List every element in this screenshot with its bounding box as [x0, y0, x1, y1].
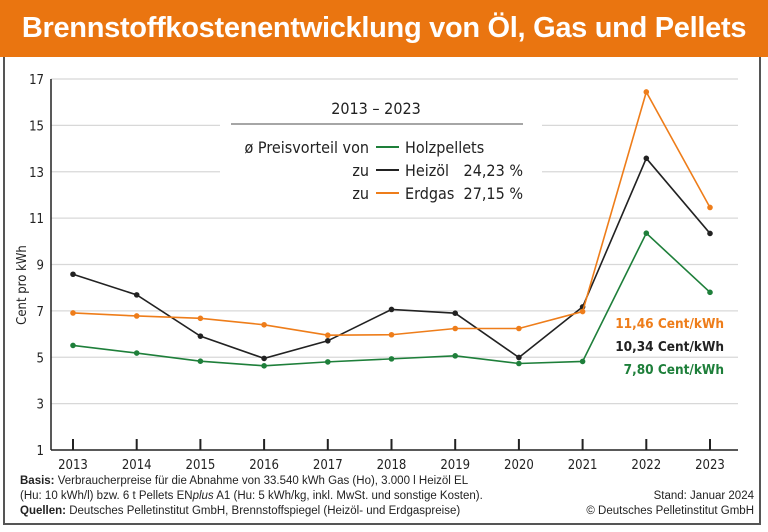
data-point-erdgas: [388, 331, 395, 338]
x-tick-label: 2014: [122, 458, 152, 473]
x-tick-label: 2013: [58, 458, 88, 473]
x-tick-label: 2020: [504, 458, 534, 473]
chart-frame: [3, 57, 761, 525]
data-point-heizöl: [133, 292, 140, 298]
data-point-erdgas: [70, 310, 76, 316]
legend-zu: zu: [352, 161, 369, 180]
x-tick-label: 2021: [568, 458, 598, 473]
data-point-holzpellets: [325, 359, 331, 365]
basis-text-2c: A1 (Hu: 5 kWh/kg, inkl. MwSt. und sonsti…: [213, 490, 483, 502]
data-point-holzpellets: [70, 342, 76, 349]
y-tick-label: 11: [29, 212, 44, 227]
data-point-holzpellets: [261, 363, 267, 369]
data-point-heizöl: [452, 310, 459, 316]
data-point-heizöl: [388, 306, 395, 313]
data-point-erdgas: [452, 325, 459, 332]
basis-label: Basis:: [20, 475, 55, 487]
legend-label: Holzpellets: [405, 138, 484, 157]
data-point-holzpellets: [516, 360, 522, 367]
legend-intro: ø Preisvorteil von: [245, 138, 369, 157]
data-point-erdgas: [643, 89, 650, 95]
x-tick-label: 2018: [377, 458, 407, 473]
y-tick-label: 5: [37, 351, 44, 366]
y-tick-label: 15: [29, 119, 44, 134]
data-point-heizöl: [516, 354, 522, 361]
legend-period: 2013 – 2023: [331, 99, 421, 118]
value-annotation: 7,80 Cent/kWh: [624, 362, 724, 378]
legend-value: 24,23 %: [464, 161, 523, 180]
y-tick-label: 13: [29, 166, 44, 181]
footer-right: Stand: Januar 2024 © Deutsches Pelletins…: [586, 489, 754, 519]
y-tick-label: 17: [29, 73, 44, 88]
legend-value: 27,15 %: [464, 184, 523, 203]
data-point-erdgas: [579, 308, 586, 315]
data-point-erdgas: [325, 332, 331, 339]
y-tick-label: 3: [37, 398, 44, 413]
basis-text-plus: plus: [192, 490, 214, 502]
quellen-label: Quellen:: [20, 505, 67, 517]
data-point-holzpellets: [452, 353, 459, 359]
data-point-erdgas: [707, 204, 713, 211]
x-tick-label: 2016: [249, 458, 279, 473]
data-point-holzpellets: [707, 289, 713, 296]
copyright-text: © Deutsches Pelletinstitut GmbH: [586, 505, 754, 517]
data-point-heizöl: [70, 271, 76, 278]
value-annotation: 11,46 Cent/kWh: [615, 316, 724, 332]
stand-text: Stand: Januar 2024: [653, 490, 754, 502]
legend-label: Heizöl: [405, 161, 449, 180]
quellen-text: Deutsches Pelletinstitut GmbH, Brennstof…: [69, 505, 461, 517]
basis-text: Verbraucherpreise für die Abnahme von 33…: [57, 475, 469, 487]
basis-text-2: (Hu: 10 kWh/l) bzw. 6 t Pellets EN: [20, 490, 193, 502]
y-tick-label: 1: [37, 444, 44, 459]
x-tick-label: 2022: [631, 458, 661, 473]
x-tick-label: 2023: [695, 458, 725, 473]
data-point-holzpellets: [643, 230, 650, 236]
footer-notes: Basis: Verbraucherpreise für die Abnahme…: [20, 474, 483, 519]
data-point-holzpellets: [197, 358, 204, 364]
y-axis-label: Cent pro kWh: [15, 245, 30, 325]
data-point-holzpellets: [133, 350, 140, 356]
x-tick-label: 2015: [186, 458, 216, 473]
data-point-erdgas: [261, 321, 267, 328]
y-tick-label: 7: [37, 305, 44, 320]
data-point-erdgas: [516, 325, 522, 332]
chart-title: Brennstoffkostenentwicklung von Öl, Gas …: [0, 0, 768, 57]
data-point-heizöl: [261, 355, 267, 362]
y-tick-label: 9: [37, 259, 44, 274]
x-tick-label: 2017: [313, 458, 343, 473]
data-point-heizöl: [325, 337, 331, 344]
data-point-heizöl: [643, 155, 650, 162]
data-point-erdgas: [197, 315, 204, 322]
value-annotation: 10,34 Cent/kWh: [615, 339, 724, 355]
legend-zu: zu: [352, 184, 369, 203]
legend-label: Erdgas: [405, 184, 454, 203]
data-point-heizöl: [707, 230, 713, 237]
data-point-erdgas: [133, 313, 140, 319]
data-point-holzpellets: [579, 358, 586, 365]
data-point-holzpellets: [388, 356, 395, 362]
legend-background: [220, 90, 542, 200]
data-point-heizöl: [197, 333, 204, 339]
x-tick-label: 2019: [440, 458, 470, 473]
